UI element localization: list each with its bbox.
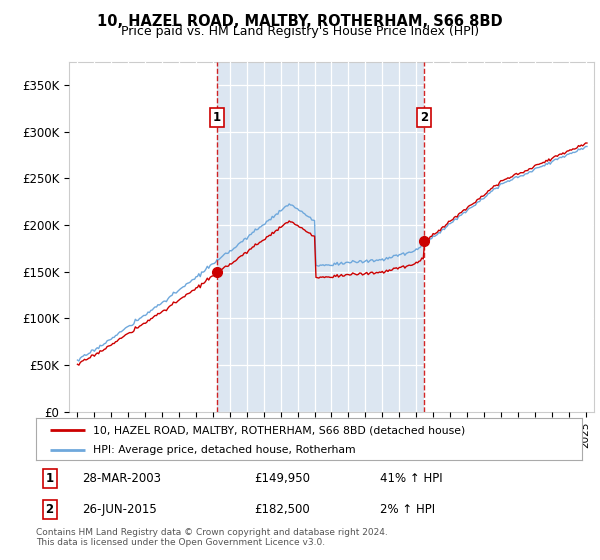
Bar xyxy=(217,62,424,412)
Text: 2: 2 xyxy=(421,111,428,124)
Text: 28-MAR-2003: 28-MAR-2003 xyxy=(82,472,161,486)
Text: HPI: Average price, detached house, Rotherham: HPI: Average price, detached house, Roth… xyxy=(94,445,356,455)
Text: 1: 1 xyxy=(46,472,54,486)
Text: Contains HM Land Registry data © Crown copyright and database right 2024.
This d: Contains HM Land Registry data © Crown c… xyxy=(36,528,388,547)
Text: 2: 2 xyxy=(46,502,54,516)
Text: 41% ↑ HPI: 41% ↑ HPI xyxy=(380,472,443,486)
Text: 1: 1 xyxy=(213,111,221,124)
Text: 26-JUN-2015: 26-JUN-2015 xyxy=(82,502,157,516)
Text: 10, HAZEL ROAD, MALTBY, ROTHERHAM, S66 8BD (detached house): 10, HAZEL ROAD, MALTBY, ROTHERHAM, S66 8… xyxy=(94,425,466,435)
Text: £182,500: £182,500 xyxy=(254,502,310,516)
Text: 10, HAZEL ROAD, MALTBY, ROTHERHAM, S66 8BD: 10, HAZEL ROAD, MALTBY, ROTHERHAM, S66 8… xyxy=(97,14,503,29)
Text: Price paid vs. HM Land Registry's House Price Index (HPI): Price paid vs. HM Land Registry's House … xyxy=(121,25,479,38)
Text: 2% ↑ HPI: 2% ↑ HPI xyxy=(380,502,435,516)
Text: £149,950: £149,950 xyxy=(254,472,310,486)
